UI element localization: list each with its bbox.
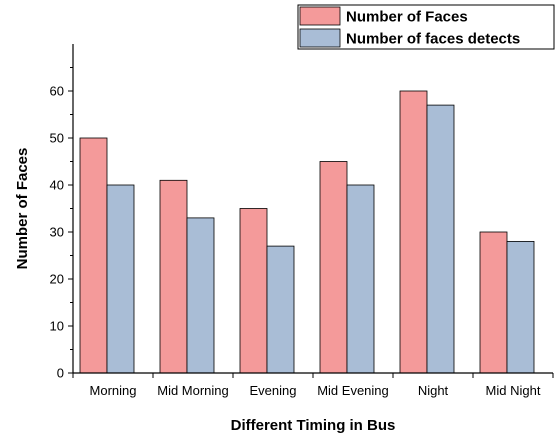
bar-detected-1 <box>186 217 215 374</box>
bar-detected-0 <box>106 184 135 374</box>
legend-swatch <box>299 6 341 26</box>
bar-faces-1 <box>159 179 188 374</box>
x-axis-title: Different Timing in Bus <box>231 417 396 434</box>
bar-detected-5 <box>506 240 535 374</box>
x-tick-label: Night <box>418 383 449 398</box>
bar-faces-2 <box>239 208 268 374</box>
bar-faces-3 <box>319 161 348 374</box>
y-tick-label: 40 <box>50 178 64 193</box>
y-tick-label: 60 <box>50 84 64 99</box>
x-tick-label: Mid Morning <box>157 383 229 398</box>
bar-faces-5 <box>479 231 508 374</box>
x-tick-label: Mid Night <box>486 383 541 398</box>
bar-faces-0 <box>79 137 108 374</box>
bars-group <box>79 90 535 374</box>
legend-label: Number of Faces <box>346 9 468 26</box>
y-tick-label: 10 <box>50 319 64 334</box>
legend-box <box>297 4 555 50</box>
bar-detected-2 <box>266 245 295 374</box>
y-tick-label: 0 <box>57 366 64 381</box>
bar-detected-4 <box>426 104 455 374</box>
bar-faces-4 <box>399 90 428 374</box>
y-axis-title: Number of Faces <box>14 148 31 270</box>
y-tick-label: 30 <box>50 225 64 240</box>
x-tick-label: Mid Evening <box>317 383 389 398</box>
y-tick-label: 50 <box>50 131 64 146</box>
x-tick-label: Morning <box>90 383 137 398</box>
legend: Number of Faces Number of faces detects <box>297 4 555 50</box>
legend-swatch <box>299 28 341 48</box>
legend-label: Number of faces detects <box>346 31 520 48</box>
y-tick-label: 20 <box>50 272 64 287</box>
axes-group: Morning Mid Morning Evening Mid Evening Nigh… <box>50 44 554 398</box>
bar-detected-3 <box>346 184 375 374</box>
x-tick-label: Evening <box>250 383 297 398</box>
